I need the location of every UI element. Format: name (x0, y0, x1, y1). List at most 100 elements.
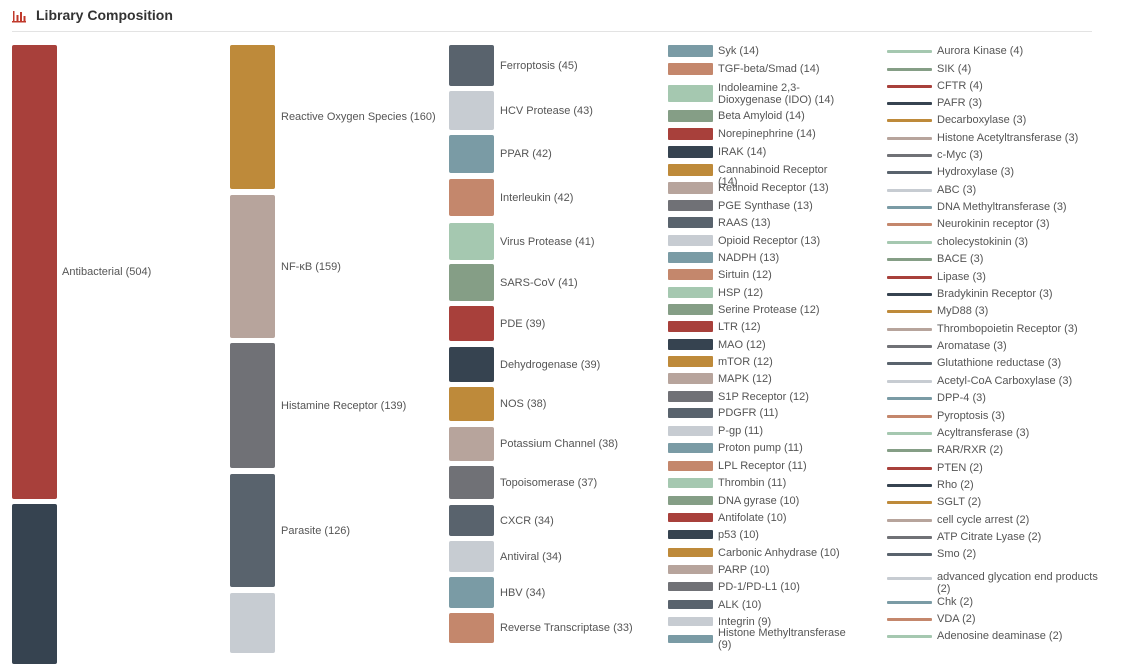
category-swatch[interactable] (668, 513, 713, 522)
category-line[interactable] (887, 432, 932, 435)
category-block[interactable] (449, 223, 494, 260)
category-line[interactable] (887, 206, 932, 209)
category-line[interactable] (887, 328, 932, 331)
category-block[interactable] (449, 179, 494, 216)
category-label: Acyltransferase (3) (937, 427, 1030, 439)
category-block[interactable] (230, 343, 275, 468)
category-label: SGLT (2) (937, 496, 982, 508)
category-swatch[interactable] (668, 269, 713, 280)
category-block[interactable] (230, 593, 275, 653)
category-block[interactable] (449, 347, 494, 382)
category-swatch[interactable] (668, 304, 713, 315)
category-swatch[interactable] (668, 235, 713, 246)
category-line[interactable] (887, 553, 932, 556)
category-line[interactable] (887, 137, 932, 140)
category-swatch[interactable] (668, 548, 713, 557)
category-swatch[interactable] (668, 321, 713, 332)
category-block[interactable] (230, 195, 275, 338)
category-swatch[interactable] (668, 146, 713, 158)
category-block[interactable] (449, 577, 494, 608)
category-block[interactable] (12, 45, 57, 499)
category-swatch[interactable] (668, 408, 713, 418)
category-line[interactable] (887, 276, 932, 279)
category-line[interactable] (887, 241, 932, 244)
category-swatch[interactable] (668, 373, 713, 384)
category-swatch[interactable] (668, 635, 713, 643)
category-block[interactable] (230, 45, 275, 189)
category-block[interactable] (230, 474, 275, 587)
category-line[interactable] (887, 85, 932, 88)
category-line[interactable] (887, 171, 932, 174)
category-line[interactable] (887, 536, 932, 539)
category-line[interactable] (887, 293, 932, 296)
category-line[interactable] (887, 501, 932, 504)
category-line[interactable] (887, 601, 932, 604)
category-block[interactable] (449, 91, 494, 130)
category-block[interactable] (449, 427, 494, 461)
category-swatch[interactable] (668, 45, 713, 57)
category-line[interactable] (887, 310, 932, 313)
category-swatch[interactable] (668, 110, 713, 122)
category-swatch[interactable] (668, 128, 713, 140)
category-swatch[interactable] (668, 85, 713, 102)
category-line[interactable] (887, 397, 932, 400)
category-swatch[interactable] (668, 252, 713, 263)
category-swatch[interactable] (668, 530, 713, 539)
category-line[interactable] (887, 449, 932, 452)
category-block[interactable] (449, 541, 494, 572)
category-swatch[interactable] (668, 565, 713, 574)
category-label: Serine Protease (12) (718, 303, 820, 316)
category-label: Antifolate (10) (718, 511, 787, 524)
category-line[interactable] (887, 484, 932, 487)
category-swatch[interactable] (668, 617, 713, 626)
category-swatch[interactable] (668, 478, 713, 488)
category-swatch[interactable] (668, 600, 713, 609)
category-block[interactable] (449, 387, 494, 421)
category-line[interactable] (887, 119, 932, 122)
category-label: SIK (4) (937, 63, 972, 75)
category-label: Interleukin (42) (500, 191, 574, 204)
category-line[interactable] (887, 380, 932, 383)
category-swatch[interactable] (668, 443, 713, 453)
category-block[interactable] (449, 135, 494, 173)
category-swatch[interactable] (668, 200, 713, 211)
category-block[interactable] (449, 264, 494, 301)
category-line[interactable] (887, 415, 932, 418)
category-line[interactable] (887, 577, 932, 580)
category-swatch[interactable] (668, 582, 713, 591)
category-label: LTR (12) (718, 320, 761, 333)
category-swatch[interactable] (668, 496, 713, 505)
category-line[interactable] (887, 189, 932, 192)
category-label: Pyroptosis (3) (937, 410, 1005, 422)
category-swatch[interactable] (668, 164, 713, 176)
category-swatch[interactable] (668, 182, 713, 194)
category-line[interactable] (887, 635, 932, 638)
category-block[interactable] (449, 306, 494, 341)
category-line[interactable] (887, 258, 932, 261)
category-swatch[interactable] (668, 391, 713, 402)
category-label: HBV (34) (500, 586, 546, 599)
category-block[interactable] (449, 466, 494, 499)
category-line[interactable] (887, 154, 932, 157)
category-line[interactable] (887, 68, 932, 71)
category-line[interactable] (887, 345, 932, 348)
category-line[interactable] (887, 467, 932, 470)
category-swatch[interactable] (668, 339, 713, 350)
category-line[interactable] (887, 618, 932, 621)
category-block[interactable] (449, 505, 494, 536)
category-swatch[interactable] (668, 356, 713, 367)
category-line[interactable] (887, 362, 932, 365)
category-block[interactable] (449, 613, 494, 643)
category-line[interactable] (887, 223, 932, 226)
category-swatch[interactable] (668, 217, 713, 228)
category-swatch[interactable] (668, 63, 713, 75)
category-line[interactable] (887, 519, 932, 522)
category-label: cholecystokinin (3) (937, 236, 1029, 248)
category-block[interactable] (449, 45, 494, 86)
category-line[interactable] (887, 102, 932, 105)
category-block[interactable] (12, 504, 57, 664)
category-swatch[interactable] (668, 426, 713, 436)
category-swatch[interactable] (668, 461, 713, 471)
category-line[interactable] (887, 50, 932, 53)
category-swatch[interactable] (668, 287, 713, 298)
